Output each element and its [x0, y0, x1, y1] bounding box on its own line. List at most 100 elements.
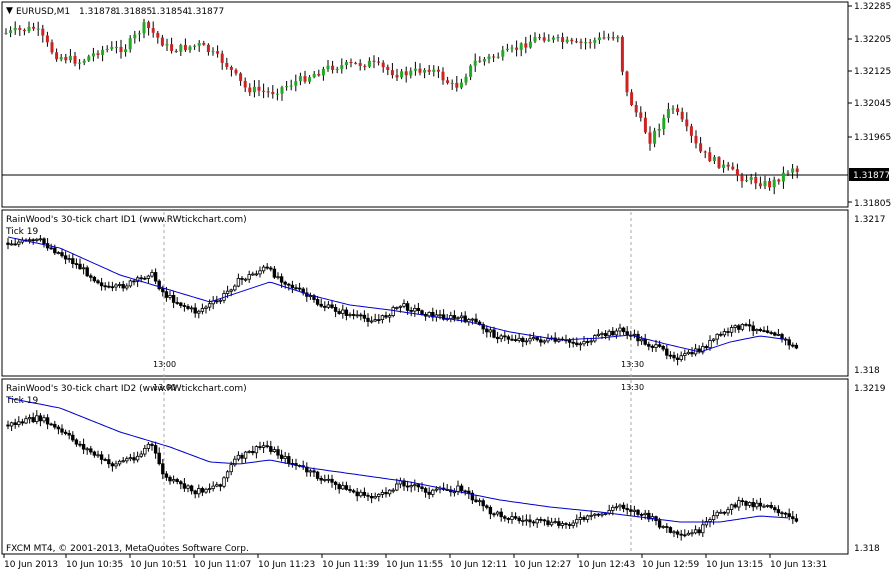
candle-body	[326, 65, 330, 69]
price-tick-label: 1.32045	[854, 99, 891, 109]
candle-body	[459, 315, 464, 319]
candle-body	[571, 341, 575, 344]
candle-body	[315, 471, 320, 479]
candle-body	[261, 445, 266, 448]
menu-triangle-icon[interactable]: ▼	[6, 6, 13, 16]
candle-body	[492, 329, 496, 338]
candle-body	[745, 180, 749, 182]
sub-chart-2-frame[interactable]	[1, 378, 849, 555]
candle-body	[331, 65, 335, 70]
candle-body	[683, 353, 687, 357]
candle-body	[473, 60, 477, 66]
candle-body	[165, 44, 169, 46]
sub-chart-1-tick-label: Tick 19	[5, 227, 38, 237]
candle-body	[9, 422, 14, 427]
candle-body	[661, 526, 665, 528]
candle-body	[485, 505, 489, 508]
candle-body	[671, 108, 675, 110]
sub-chart-1-candles	[6, 235, 799, 366]
candle-body	[715, 511, 719, 517]
candle-body	[164, 473, 169, 478]
candle-body	[589, 514, 593, 517]
candle-body	[266, 91, 270, 93]
candle-body	[317, 74, 321, 76]
candle-body	[731, 166, 735, 170]
candle-body	[432, 69, 436, 72]
candle-body	[632, 333, 637, 336]
candle-body	[492, 513, 496, 516]
candle-body	[92, 451, 97, 456]
candle-body	[679, 533, 683, 536]
candle-body	[719, 511, 723, 514]
candle-body	[351, 314, 356, 316]
candle-body	[456, 485, 460, 492]
candle-body	[427, 69, 431, 72]
candle-body	[358, 63, 362, 66]
candle-body	[487, 56, 491, 59]
candle-body	[156, 32, 160, 38]
candle-body	[103, 459, 107, 461]
candle-body	[776, 509, 781, 514]
candle-body	[218, 484, 223, 487]
candle-body	[510, 47, 514, 49]
candle-body	[636, 509, 640, 515]
candle-body	[275, 93, 279, 95]
candle-body	[204, 488, 208, 493]
candle-body	[150, 272, 154, 277]
candle-body	[42, 238, 46, 245]
candle-body	[31, 239, 35, 242]
candle-body	[467, 490, 471, 494]
candle-body	[78, 62, 82, 64]
candle-body	[589, 340, 593, 343]
candle-body	[436, 69, 440, 72]
candle-body	[717, 157, 721, 168]
candle-body	[193, 45, 197, 47]
candle-body	[668, 527, 673, 533]
candle-body	[247, 274, 251, 280]
candle-body	[294, 81, 298, 86]
time-axis-label: 10 Jun 11:07	[194, 560, 251, 570]
sub-chart-1-frame[interactable]	[1, 209, 849, 377]
price-tick-label: 1.32205	[854, 35, 891, 45]
candle-body	[794, 518, 799, 522]
candle-body	[6, 424, 10, 427]
candle-body	[765, 504, 770, 507]
candle-body	[607, 37, 611, 39]
candle-body	[694, 135, 698, 144]
candle-body	[27, 239, 32, 242]
candle-body	[276, 449, 280, 456]
candle-body	[787, 339, 791, 346]
candle-body	[215, 484, 219, 487]
time-axis-label: 10 Jun 12:43	[578, 560, 635, 570]
candle-body	[438, 314, 442, 317]
candle-body	[188, 46, 192, 51]
candle-body	[89, 448, 93, 453]
candle-body	[618, 327, 622, 332]
candle-body	[139, 453, 143, 457]
candle-body	[579, 41, 583, 43]
candle-body	[647, 343, 651, 347]
candle-body	[85, 448, 89, 451]
candle-body	[614, 330, 619, 336]
candle-body	[233, 285, 237, 291]
candle-body	[538, 37, 542, 39]
candle-body	[315, 299, 320, 305]
candle-body	[18, 28, 22, 30]
candle-body	[398, 480, 403, 485]
main-chart-frame[interactable]	[1, 1, 849, 208]
candle-body	[513, 339, 518, 342]
candle-body	[690, 532, 694, 535]
time-axis: 10 Jun 2013 10 Jun 10:35 10 Jun 10:51 10…	[3, 554, 827, 570]
candle-body	[96, 53, 100, 55]
candle-body	[524, 340, 529, 343]
candle-body	[488, 329, 493, 333]
candle-body	[261, 266, 266, 272]
candle-body	[56, 426, 61, 430]
candle-body	[308, 470, 313, 473]
candle-body	[611, 330, 615, 336]
candle-body	[330, 478, 334, 483]
candle-body	[711, 338, 716, 341]
candle-body	[229, 67, 233, 70]
candle-body	[416, 484, 421, 488]
